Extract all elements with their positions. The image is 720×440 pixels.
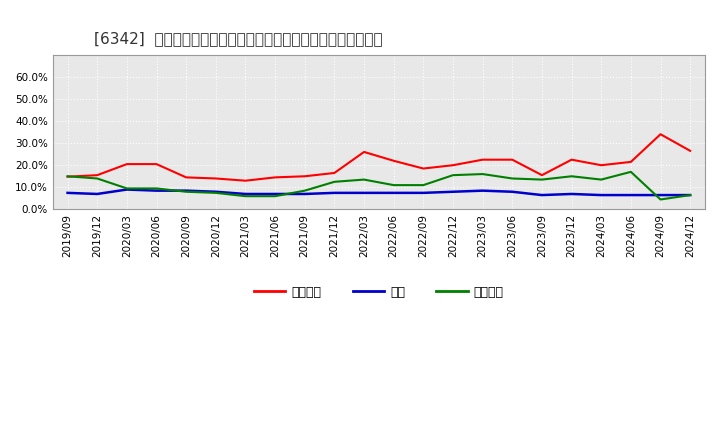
Text: [6342]  売上債権、在庫、買入債務の総資産に対する比率の推移: [6342] 売上債権、在庫、買入債務の総資産に対する比率の推移 [94,31,382,46]
Legend: 売上債権, 在庫, 買入債務: 売上債権, 在庫, 買入債務 [249,281,509,304]
